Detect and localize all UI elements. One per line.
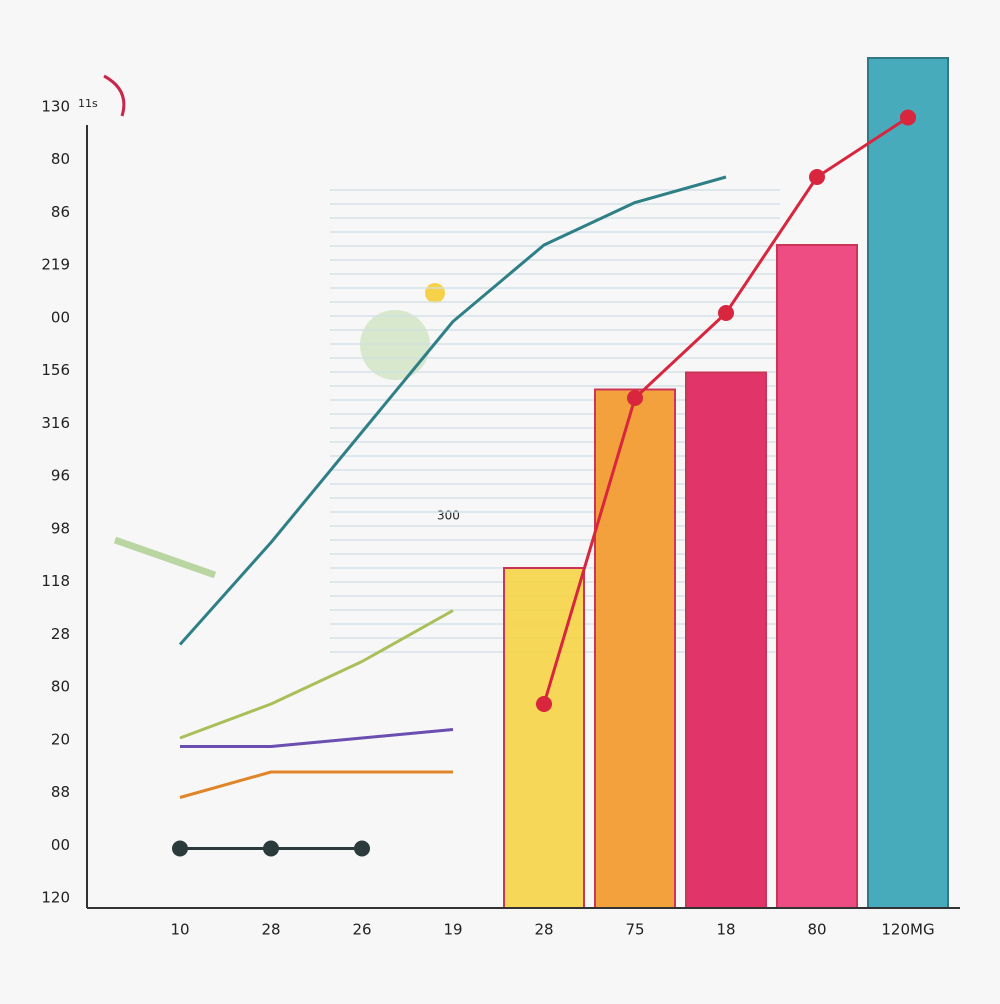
bar: [503, 567, 585, 909]
marker: [718, 305, 734, 321]
y-tick-label: 120: [41, 889, 70, 907]
line-series: [179, 770, 453, 799]
x-tick-label: 19: [443, 921, 462, 939]
y-tick-label: 86: [51, 203, 70, 221]
y-tick-label: 80: [51, 150, 70, 168]
decor-arrow: [103, 74, 126, 117]
x-tick-label: 75: [625, 921, 644, 939]
y-tick-label: 98: [51, 519, 70, 537]
x-tick-label: 26: [352, 921, 371, 939]
marker: [172, 840, 188, 857]
y-tick-label: 80: [51, 678, 70, 696]
x-tick-label: 28: [261, 921, 280, 939]
y-tick-label: 118: [41, 572, 70, 590]
y-tick-label: 88: [51, 783, 70, 801]
y-tick-label: 96: [51, 467, 70, 485]
marker: [263, 840, 279, 857]
y-tick-label: 219: [41, 256, 70, 274]
bar: [776, 244, 858, 909]
decor-circle: [360, 310, 430, 380]
lines: [172, 109, 916, 857]
decor-dot: [425, 283, 445, 303]
y-tick-label: 130: [41, 98, 70, 116]
x-tick-label: 120MG: [881, 921, 934, 939]
marker: [809, 169, 825, 185]
bar: [685, 371, 767, 909]
line-series: [178, 175, 727, 646]
decor-stroke: [113, 536, 217, 579]
marker: [627, 390, 643, 406]
y-tick-label: 28: [51, 625, 70, 643]
y-tick-label: 00: [51, 308, 70, 326]
x-tick-label: 80: [807, 921, 826, 939]
y-tick-label: 20: [51, 730, 70, 748]
line-series: [180, 728, 454, 748]
y-tick-label: 156: [41, 361, 70, 379]
y-tick-label: 00: [51, 836, 70, 854]
y-tick-label: 316: [41, 414, 70, 432]
bar: [594, 388, 676, 909]
bar: [867, 57, 949, 909]
x-tick-label: 18: [716, 921, 735, 939]
x-tick-label: 10: [170, 921, 189, 939]
x-tick-label: 28: [534, 921, 553, 939]
marker: [354, 840, 370, 857]
annotation: 300: [437, 509, 460, 523]
marker: [900, 109, 916, 126]
bars: [503, 57, 949, 909]
annotation: 11s: [78, 97, 98, 110]
marker: [536, 696, 552, 712]
line-series: [179, 609, 454, 740]
